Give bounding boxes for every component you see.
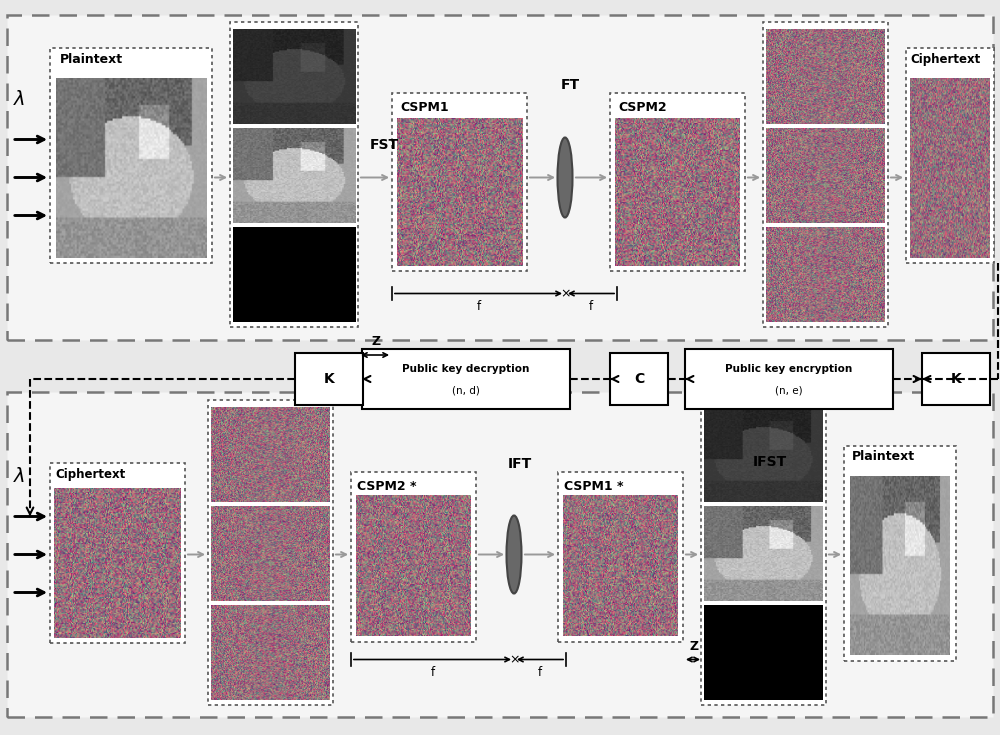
Text: IFT: IFT xyxy=(508,456,532,470)
Text: K: K xyxy=(324,372,334,386)
Text: FT: FT xyxy=(561,79,580,93)
Bar xyxy=(844,445,956,661)
Bar xyxy=(392,93,527,271)
Text: CSPM1: CSPM1 xyxy=(400,101,449,115)
Bar xyxy=(922,353,990,405)
Text: Z: Z xyxy=(371,335,380,348)
Bar xyxy=(230,22,358,327)
Text: f: f xyxy=(589,300,593,313)
Text: Plaintext: Plaintext xyxy=(60,53,123,66)
Bar xyxy=(610,93,745,271)
Text: Plaintext: Plaintext xyxy=(852,451,915,464)
Text: C: C xyxy=(634,372,644,386)
Text: CSPM2: CSPM2 xyxy=(618,101,667,115)
Bar xyxy=(685,349,893,409)
Bar xyxy=(50,463,185,643)
Text: f: f xyxy=(430,666,435,679)
Bar xyxy=(362,349,570,409)
Bar xyxy=(610,353,668,405)
Text: $\lambda$: $\lambda$ xyxy=(13,467,25,487)
Text: $\times$: $\times$ xyxy=(560,287,570,301)
Text: f: f xyxy=(476,300,481,313)
Text: Public key encryption: Public key encryption xyxy=(725,364,853,374)
Ellipse shape xyxy=(558,137,572,218)
Bar xyxy=(295,353,363,405)
Bar xyxy=(906,48,994,263)
Bar xyxy=(558,471,683,642)
Bar xyxy=(351,471,476,642)
Text: IFST: IFST xyxy=(753,454,787,468)
Bar xyxy=(763,22,888,327)
Text: Ciphertext: Ciphertext xyxy=(910,53,980,66)
Text: $\lambda$: $\lambda$ xyxy=(13,90,25,110)
Text: FST: FST xyxy=(370,138,399,152)
Text: (n, e): (n, e) xyxy=(775,386,803,396)
Text: CSPM1 *: CSPM1 * xyxy=(564,479,624,492)
Ellipse shape xyxy=(507,515,522,593)
Bar xyxy=(7,15,993,340)
Text: Ciphertext: Ciphertext xyxy=(55,468,125,481)
Text: Z: Z xyxy=(689,639,698,653)
Bar xyxy=(7,392,993,717)
Text: f: f xyxy=(538,666,542,679)
Text: $\times$: $\times$ xyxy=(509,653,519,667)
Bar xyxy=(701,400,826,705)
Text: (n, d): (n, d) xyxy=(452,386,480,396)
Bar xyxy=(50,48,212,263)
Bar xyxy=(208,400,333,705)
Text: Public key decryption: Public key decryption xyxy=(402,364,530,374)
Text: K: K xyxy=(951,372,961,386)
Text: CSPM2 *: CSPM2 * xyxy=(357,479,416,492)
